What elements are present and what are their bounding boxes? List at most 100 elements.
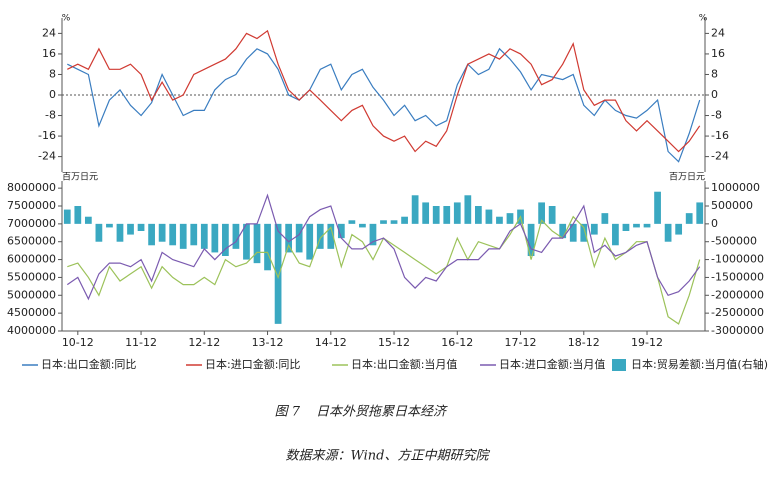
- y-tick-label: 8000000: [7, 181, 56, 194]
- y-tick-label: 7500000: [7, 199, 56, 212]
- bar: [569, 223, 577, 242]
- line-series: [66, 193, 701, 301]
- x-tick-label: 15-12: [378, 336, 410, 349]
- bar: [222, 223, 229, 256]
- bar: [485, 209, 493, 224]
- legend-swatch: [612, 359, 626, 371]
- y2-tick-label: 1000000: [711, 181, 760, 194]
- y2-tick-label: -3000000: [711, 324, 764, 337]
- bar: [127, 223, 134, 235]
- bar: [148, 223, 155, 246]
- bar: [211, 223, 219, 253]
- y-tick-label: 6500000: [7, 235, 56, 248]
- legend-label: 日本:出口金额:同比: [41, 357, 136, 371]
- y2-tick-label: -500000: [711, 235, 757, 248]
- legend-label: 日本:进口金额:同比: [205, 357, 300, 371]
- bar: [359, 223, 366, 228]
- bar: [622, 223, 630, 231]
- bar: [590, 223, 598, 235]
- y2-tick-label: 16: [711, 47, 725, 60]
- y-tick-label: 5500000: [7, 270, 56, 283]
- bar: [369, 223, 377, 246]
- bar: [601, 213, 609, 224]
- line-series: [67, 29, 701, 153]
- x-tick-label: 14-12: [315, 336, 347, 349]
- y2-tick-label: 24: [711, 26, 725, 39]
- bar: [253, 223, 261, 264]
- legend-label: 日本:进口金额:当月值: [499, 357, 605, 371]
- y2-tick-label: -1000000: [711, 253, 764, 266]
- bar: [401, 216, 408, 224]
- x-tick-label: 16-12: [441, 336, 473, 349]
- figure-number: 图 7: [275, 405, 301, 420]
- y-tick-label: -8: [45, 109, 56, 122]
- y2-tick-label: 8: [711, 67, 718, 80]
- bar: [169, 223, 177, 246]
- y-tick-label: -24: [38, 150, 56, 163]
- y-tick-label: 5000000: [7, 288, 56, 301]
- bar: [538, 202, 545, 224]
- bar: [506, 213, 514, 224]
- y2-tick-label: 0: [711, 217, 718, 230]
- bar: [559, 223, 567, 239]
- bar: [654, 191, 661, 224]
- bar: [612, 223, 619, 246]
- bar: [453, 202, 461, 224]
- bar: [306, 223, 314, 260]
- y2-tick-label: 0: [711, 88, 718, 101]
- y-tick-label: 4000000: [7, 324, 56, 337]
- y-tick-label: 24: [42, 26, 56, 39]
- legend-label: 日本:贸易差额:当月值(右轴): [631, 357, 768, 371]
- y2-tick-label: -2000000: [711, 288, 764, 301]
- bar: [179, 223, 187, 249]
- bar: [633, 223, 640, 228]
- y-tick-label: -16: [38, 129, 56, 142]
- y2-unit: %: [699, 14, 708, 24]
- source-note: 数据来源：Wind、方正中期研究院: [286, 448, 491, 464]
- x-tick-label: 18-12: [568, 336, 600, 349]
- bar: [84, 216, 92, 224]
- y2-unit: 百万日元: [669, 172, 705, 183]
- line-series: [67, 47, 701, 163]
- bar: [685, 213, 693, 224]
- x-tick-label: 11-12: [125, 336, 157, 349]
- legend-label: 日本:出口金额:当月值: [351, 357, 457, 371]
- x-tick-label: 17-12: [505, 336, 537, 349]
- x-tick-label: 12-12: [188, 336, 220, 349]
- bar: [675, 223, 683, 235]
- y-unit: 百万日元: [62, 172, 98, 183]
- bar: [411, 195, 419, 224]
- bar: [158, 223, 166, 242]
- y2-tick-label: -2500000: [711, 306, 764, 319]
- y2-tick-label: -8: [711, 109, 722, 122]
- bar: [527, 223, 535, 256]
- bar: [496, 216, 503, 224]
- bar: [548, 206, 556, 224]
- y2-tick-label: 500000: [711, 199, 753, 212]
- bar: [190, 223, 198, 246]
- bar: [474, 206, 482, 224]
- y2-tick-label: -1500000: [711, 270, 764, 283]
- bar: [274, 223, 282, 324]
- bar: [63, 209, 71, 224]
- bar: [643, 223, 651, 228]
- bar: [316, 223, 324, 249]
- bar: [295, 223, 303, 253]
- bar: [443, 206, 451, 224]
- y2-tick-label: -16: [711, 129, 729, 142]
- bar: [285, 223, 293, 253]
- bar: [200, 223, 208, 249]
- bar: [580, 223, 588, 242]
- figure-title: 日本外贸拖累日本经济: [316, 405, 448, 420]
- bar: [106, 223, 113, 228]
- bar: [664, 223, 672, 242]
- bar: [422, 202, 430, 224]
- bar: [74, 206, 82, 224]
- y-tick-label: 16: [42, 47, 56, 60]
- y-unit: %: [62, 14, 71, 24]
- bar: [380, 220, 387, 224]
- bar: [432, 206, 440, 224]
- y-tick-label: 8: [49, 67, 56, 80]
- bar: [243, 223, 250, 260]
